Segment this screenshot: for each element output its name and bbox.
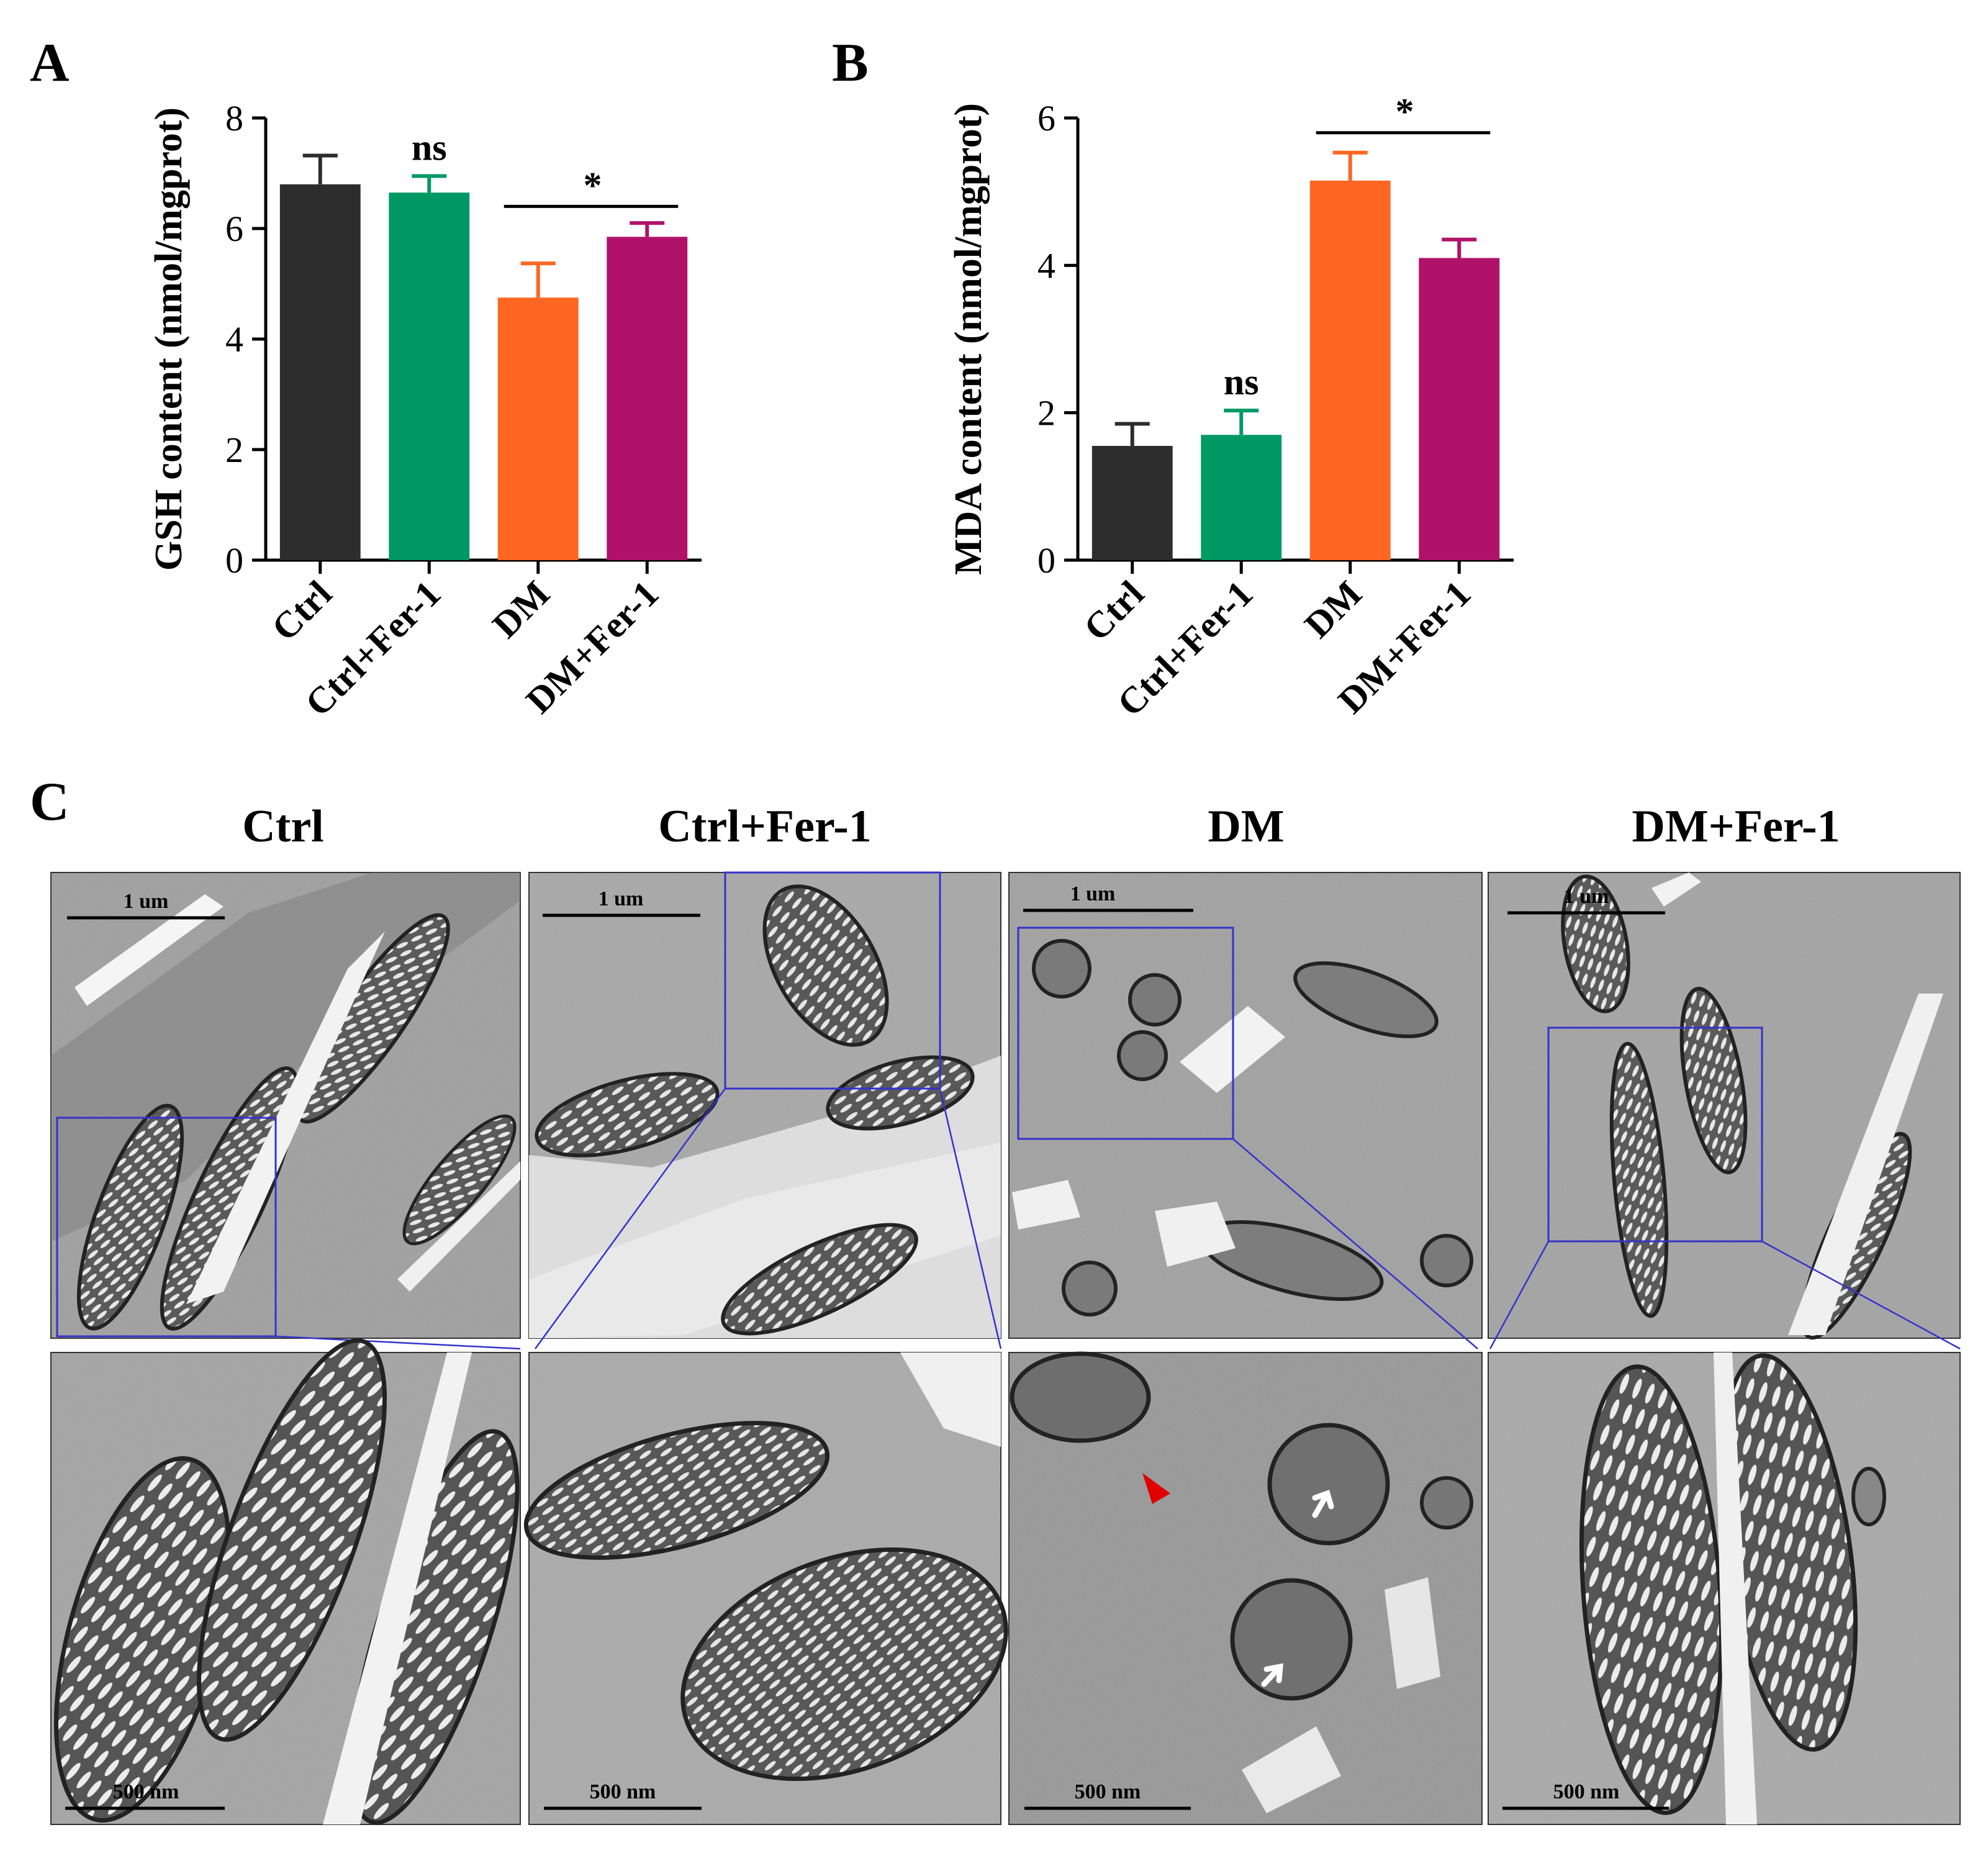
tem-header-ctrl: Ctrl	[242, 801, 324, 852]
x-tick-label: DM	[1297, 573, 1370, 646]
scale-label-500nm: 500 nm	[1553, 1780, 1620, 1803]
y-tick-label: 2	[225, 430, 243, 470]
tem-header-dm: DM	[1208, 801, 1284, 852]
tem-image-ctrl-fer1-low-mag: 1 um	[528, 871, 1001, 1339]
tem-image-dm-fer1-low-mag: 1 um	[1488, 872, 1961, 1340]
y-tick-label: 0	[1037, 540, 1055, 581]
x-tick-label: Ctrl	[264, 573, 340, 649]
x-tick-label: DM	[485, 573, 558, 646]
scale-label-1um: 1 um	[1070, 882, 1116, 905]
tem-image-ctrl-low-mag: 1 um	[50, 872, 521, 1339]
bar	[497, 297, 579, 560]
y-tick-label: 2	[1037, 393, 1055, 433]
bar	[607, 237, 688, 561]
y-tick-label: 0	[225, 540, 243, 581]
scale-label-500nm: 500 nm	[1075, 1780, 1141, 1803]
y-tick-label: 6	[1037, 98, 1055, 138]
tem-image-ctrl-high-mag: 500 nm	[50, 1338, 521, 1825]
bar	[279, 184, 361, 560]
bar	[389, 193, 470, 560]
y-axis-label: GSH content (nmol/mgprot)	[148, 107, 190, 571]
white-arrow-icon	[1312, 1490, 1334, 1518]
tem-image-dm-fer1-high-mag: 500 nm	[1488, 1352, 1961, 1825]
significance-star: *	[584, 165, 602, 206]
significance-star: *	[1396, 91, 1414, 132]
scale-label-1um: 1 um	[124, 890, 169, 913]
ns-annotation: ns	[412, 127, 447, 168]
scale-label-1um: 1 um	[599, 887, 644, 910]
tem-image-dm-high-mag: 500 nm	[1008, 1351, 1483, 1825]
panel-label-a: A	[30, 33, 70, 93]
tem-header-ctrl-fer1: Ctrl+Fer-1	[658, 801, 871, 852]
bar	[1309, 180, 1391, 560]
tem-image-ctrl-fer1-high-mag: 500 nm	[523, 1352, 1008, 1825]
zoom-connector-lines	[275, 1088, 1961, 1350]
panel-label-b: B	[832, 33, 869, 93]
white-arrow-icon	[1261, 1663, 1284, 1687]
scale-label-1um: 1 um	[1564, 885, 1609, 908]
scale-label-500nm: 500 nm	[113, 1780, 179, 1803]
y-tick-label: 8	[225, 98, 243, 138]
tem-header-dm-fer1: DM+Fer-1	[1632, 801, 1840, 852]
y-tick-label: 4	[1037, 245, 1055, 286]
bar	[1419, 258, 1500, 560]
y-tick-label: 4	[225, 319, 243, 360]
bar	[1201, 435, 1282, 560]
x-tick-label: Ctrl	[1076, 573, 1152, 649]
tem-image-dm-low-mag: 1 um	[1008, 872, 1483, 1339]
y-tick-label: 6	[225, 209, 243, 249]
bar	[1091, 446, 1173, 560]
red-arrowhead-icon	[1142, 1473, 1170, 1504]
panel-label-c: C	[30, 772, 70, 832]
scale-label-500nm: 500 nm	[590, 1780, 656, 1803]
y-axis-label: MDA content (nmol/mgprot)	[947, 103, 990, 575]
ns-annotation: ns	[1224, 361, 1259, 402]
